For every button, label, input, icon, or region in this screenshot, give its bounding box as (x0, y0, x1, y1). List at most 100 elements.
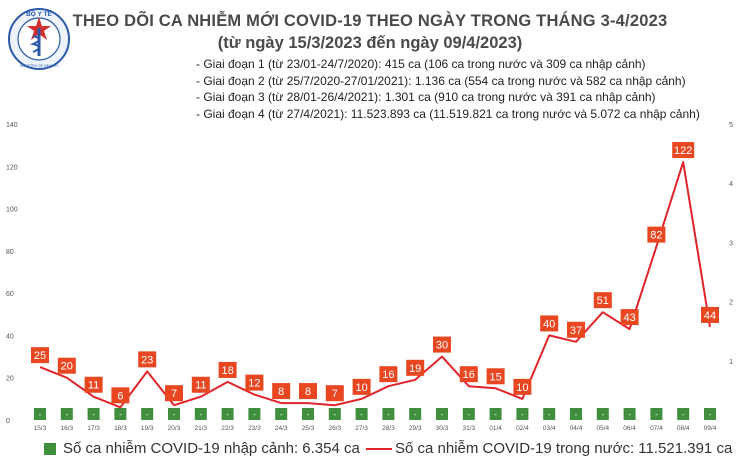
y-right-tick-label: 2 (729, 300, 733, 307)
domestic-data-label-box (459, 366, 478, 383)
x-tick-label: 27/3 (355, 425, 368, 432)
imported-bar-label: - (92, 410, 95, 419)
domestic-data-label: 23 (141, 354, 153, 366)
imported-bar (194, 408, 207, 420)
domestic-data-label-box (218, 361, 237, 378)
y-left-tick-label: 0 (6, 418, 10, 425)
domestic-data-label: 12 (248, 378, 260, 390)
y-left-tick-label: 80 (6, 249, 14, 256)
legend-domestic-label: Số ca nhiễm COVID-19 trong nước: 11.521.… (395, 440, 733, 457)
imported-bar (489, 408, 502, 420)
x-tick-label: 22/3 (221, 425, 234, 432)
legend-domestic-swatch (366, 448, 392, 450)
phase-4-text: - Giai đoạn 4 (từ 27/4/2021): 11.523.893… (196, 106, 700, 121)
domestic-data-label: 8 (305, 386, 311, 398)
imported-bar-label: - (682, 410, 685, 419)
imported-bar (60, 408, 73, 420)
x-tick-label: 19/3 (141, 425, 154, 432)
imported-bar (221, 408, 234, 420)
x-tick-label: 05/4 (596, 425, 609, 432)
imported-bar-label: - (414, 410, 417, 419)
ministry-of-health-logo: BỘ Y TẾ MINISTRY OF HEALTH (8, 8, 70, 70)
domestic-data-label: 16 (382, 369, 394, 381)
x-tick-label: 17/3 (87, 425, 100, 432)
domestic-data-label-box (647, 226, 666, 243)
imported-bar-label: - (441, 410, 444, 419)
y-right-tick-label: 3 (729, 240, 733, 247)
x-tick-label: 31/3 (462, 425, 475, 432)
domestic-data-label: 10 (355, 382, 367, 394)
y-left-tick-label: 140 (6, 122, 18, 129)
domestic-data-label-box (138, 351, 157, 368)
x-tick-label: 25/3 (302, 425, 315, 432)
imported-bar-label: - (628, 410, 631, 419)
imported-bar (168, 408, 180, 420)
domestic-data-label-box (84, 376, 103, 393)
domestic-data-label-box (299, 383, 317, 400)
domestic-data-label: 37 (570, 325, 582, 337)
domestic-data-label: 122 (674, 145, 692, 157)
x-tick-label: 18/3 (114, 425, 127, 432)
domestic-data-label: 15 (489, 371, 501, 383)
y-left-tick-label: 60 (6, 291, 14, 298)
imported-bar (409, 408, 422, 420)
imported-bar-label: - (146, 410, 149, 419)
imported-bar-label: - (387, 410, 390, 419)
domestic-data-label-box (433, 336, 451, 353)
domestic-data-label: 16 (463, 369, 475, 381)
chart-subtitle: (từ ngày 15/3/2023 đến ngày 09/4/2023) (217, 34, 523, 52)
x-tick-label: 20/3 (168, 425, 181, 432)
legend: Số ca nhiễm COVID-19 nhập cảnh: 6.354 ca… (0, 437, 740, 461)
chart-title: THEO DÕI CA NHIỄM MỚI COVID-19 THEO NGÀY… (72, 12, 668, 30)
legend-imported-swatch (44, 443, 56, 455)
imported-bar (382, 408, 395, 420)
imported-bar-label: - (199, 410, 202, 419)
x-tick-label: 30/3 (436, 425, 449, 432)
domestic-data-label-box (620, 309, 639, 326)
domestic-data-label: 11 (195, 380, 206, 392)
x-tick-label: 06/4 (623, 425, 636, 432)
imported-bar (596, 408, 609, 420)
domestic-data-label: 19 (409, 363, 421, 375)
x-tick-label: 02/4 (516, 425, 529, 432)
domestic-data-label-box (486, 368, 505, 385)
x-tick-label: 03/4 (543, 425, 556, 432)
domestic-data-label: 82 (650, 230, 662, 242)
imported-bar (328, 408, 341, 420)
domestic-data-label: 44 (704, 310, 716, 322)
domestic-data-label-box (31, 347, 49, 364)
imported-bar (355, 408, 368, 420)
imported-bar (704, 408, 716, 420)
imported-bar-label: - (307, 410, 310, 419)
domestic-data-label-box (379, 366, 398, 383)
domestic-data-label: 7 (332, 388, 338, 400)
imported-bar-label: - (494, 410, 497, 419)
imported-bar (570, 408, 582, 420)
domestic-data-label-box (593, 292, 612, 309)
imported-bar-label: - (709, 410, 712, 419)
imported-bar-label: - (39, 410, 42, 419)
imported-bar-label: - (575, 410, 578, 419)
imported-bar (248, 408, 261, 420)
domestic-data-label: 8 (278, 386, 284, 398)
imported-bar (114, 408, 127, 420)
imported-bar-label: - (333, 410, 336, 419)
imported-bar (543, 408, 556, 420)
imported-bar (462, 408, 475, 420)
domestic-data-label: 6 (117, 390, 123, 402)
domestic-data-label-box (540, 315, 559, 332)
imported-bar (302, 408, 314, 420)
domestic-data-label-box (672, 142, 695, 159)
domestic-data-label: 40 (543, 318, 555, 330)
domestic-data-label-box (245, 374, 264, 391)
imported-bar (275, 408, 288, 420)
imported-bar (623, 408, 636, 420)
domestic-data-label-box (701, 306, 719, 323)
domestic-data-label: 51 (597, 295, 609, 307)
domestic-data-label-box (57, 357, 76, 374)
imported-bar-label: - (226, 410, 229, 419)
domestic-data-label-box (111, 387, 130, 404)
imported-bar-label: - (548, 410, 551, 419)
domestic-data-label-box (191, 376, 210, 393)
domestic-data-label-box (272, 383, 291, 400)
